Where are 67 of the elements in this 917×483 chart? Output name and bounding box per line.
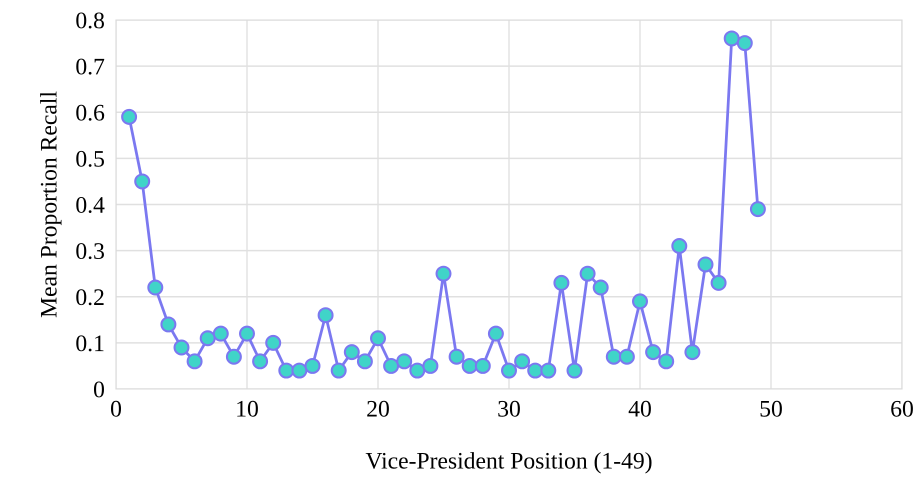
point — [514, 353, 530, 370]
point — [501, 362, 517, 379]
point — [344, 344, 360, 360]
point — [409, 362, 426, 379]
point — [370, 330, 386, 346]
y-tick-label: 0.1 — [76, 335, 104, 352]
point — [750, 201, 766, 218]
point — [724, 30, 740, 46]
point — [645, 344, 662, 360]
y-tick-label: 0.5 — [76, 150, 104, 167]
point — [540, 362, 556, 379]
point — [200, 330, 216, 346]
point — [383, 358, 400, 374]
y-tick-label: 0.8 — [76, 12, 104, 29]
point — [527, 362, 544, 379]
y-tick-label: 0.3 — [76, 243, 104, 260]
point — [147, 280, 164, 296]
point — [658, 353, 674, 370]
point — [606, 348, 622, 365]
x-tick-label: 30 — [498, 400, 520, 417]
point — [632, 293, 648, 310]
point — [356, 353, 373, 370]
y-tick-label: 0.7 — [76, 58, 104, 75]
point — [698, 256, 714, 272]
x-tick-label: 0 — [110, 400, 122, 417]
x-tick-label: 60 — [891, 400, 913, 417]
point — [304, 358, 320, 374]
point — [448, 348, 465, 365]
point — [462, 358, 478, 374]
point — [422, 358, 438, 374]
point — [291, 362, 308, 379]
point — [396, 353, 412, 370]
point — [436, 266, 452, 282]
x-tick-label: 40 — [628, 400, 651, 417]
point — [618, 348, 635, 365]
point — [684, 344, 700, 360]
point — [671, 238, 688, 254]
x-axis-title: Vice-President Position (1-49) — [366, 452, 652, 474]
y-tick-label: 0.6 — [76, 104, 104, 121]
point — [330, 362, 347, 379]
point — [239, 326, 255, 342]
y-tick-label: 0.2 — [76, 289, 104, 306]
point — [121, 108, 138, 125]
y-tick-label: 0 — [94, 381, 104, 398]
point — [265, 334, 282, 351]
point — [186, 353, 203, 370]
point — [474, 358, 491, 374]
point — [134, 173, 150, 190]
point — [318, 307, 334, 324]
point — [488, 326, 504, 342]
point — [566, 362, 582, 379]
x-tick-label: 20 — [367, 400, 389, 417]
point — [553, 274, 570, 291]
point — [252, 353, 268, 370]
point — [736, 35, 753, 52]
point — [160, 316, 176, 332]
point — [580, 266, 596, 282]
y-tick-label: 0.4 — [76, 196, 105, 214]
point — [226, 348, 242, 365]
point — [278, 362, 294, 379]
point — [212, 326, 229, 342]
y-axis-title: Mean Proportion Recall — [40, 92, 62, 318]
x-tick-label: 10 — [237, 400, 258, 417]
point — [592, 280, 609, 296]
point — [174, 340, 190, 356]
x-tick-label: 50 — [760, 400, 782, 417]
point — [710, 274, 727, 291]
